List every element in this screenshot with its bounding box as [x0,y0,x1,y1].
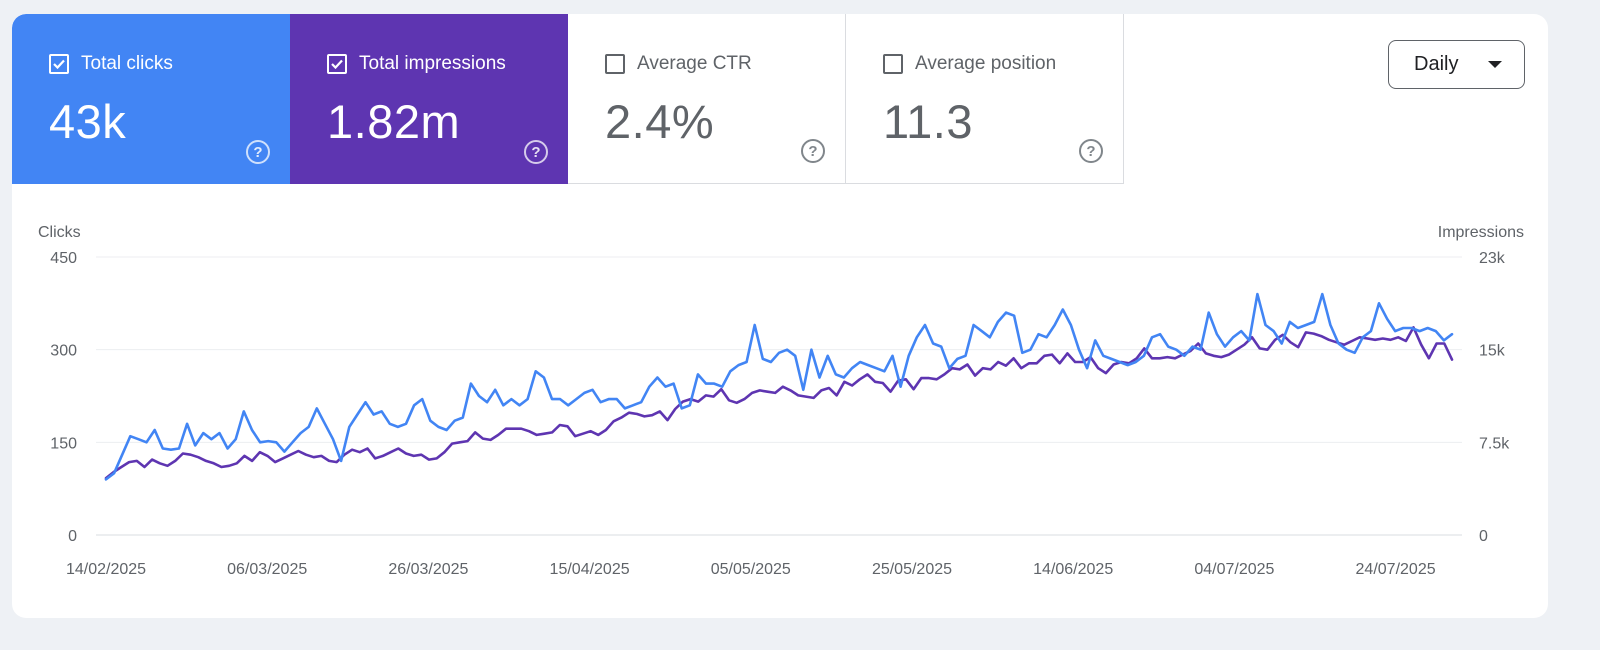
checkbox-checked-icon[interactable] [49,54,69,74]
metric-header: Total clicks [49,52,290,76]
x-tick-label: 14/02/2025 [66,561,146,578]
period-dropdown-value: Daily [1414,53,1459,75]
metric-value: 43k [49,95,127,148]
x-tick-label: 15/04/2025 [550,561,630,578]
help-icon[interactable]: ? [246,140,270,164]
help-icon[interactable]: ? [801,139,825,163]
left-tick-label: 450 [50,250,77,267]
x-tick-label: 24/07/2025 [1356,561,1436,578]
total-clicks-metric[interactable]: Total clicks 43k ? [12,14,290,184]
x-tick-label: 06/03/2025 [227,561,307,578]
metric-value: 1.82m [327,95,461,148]
x-tick-label: 05/05/2025 [711,561,791,578]
right-tick-label: 7.5k [1479,435,1510,452]
total-impressions-metric[interactable]: Total impressions 1.82m ? [290,14,568,184]
metric-label: Total clicks [81,53,173,74]
left-tick-label: 300 [50,343,77,360]
performance-chart: 0 150 300 450 0 7.5k 15k 23k Clicks Impressions 14… [38,224,1524,578]
x-tick-label: 14/06/2025 [1033,561,1113,578]
metric-value: 11.3 [883,95,973,148]
metric-label: Average CTR [637,53,752,74]
x-tick-label: 26/03/2025 [388,561,468,578]
period-dropdown[interactable]: Daily [1388,40,1525,89]
clicks-series-line [104,292,1454,481]
caret-down-icon [1488,61,1502,68]
checkbox-checked-icon[interactable] [327,54,347,74]
metric-label: Total impressions [359,53,506,74]
right-tick-label: 15k [1479,343,1506,360]
average-position-metric[interactable]: Average position 11.3 ? [846,14,1124,184]
right-axis-title: Impressions [1438,224,1524,241]
checkbox-unchecked-icon[interactable] [883,54,903,74]
right-tick-label: 0 [1479,528,1488,545]
checkbox-unchecked-icon[interactable] [605,54,625,74]
metric-header: Average CTR [605,52,845,76]
impressions-series-line [104,326,1454,480]
metric-header: Total impressions [327,52,568,76]
left-tick-label: 150 [50,435,77,452]
x-tick-label: 25/05/2025 [872,561,952,578]
average-ctr-metric[interactable]: Average CTR 2.4% ? [568,14,846,184]
help-icon[interactable]: ? [1079,139,1103,163]
metric-label: Average position [915,53,1057,74]
help-icon[interactable]: ? [524,140,548,164]
left-axis-title: Clicks [38,224,81,241]
performance-card: Total clicks 43k ? Total impressions 1.8… [12,14,1548,618]
right-tick-label: 23k [1479,250,1506,267]
left-tick-label: 0 [68,528,77,545]
metric-value: 2.4% [605,95,715,148]
metric-header: Average position [883,52,1123,76]
x-tick-label: 04/07/2025 [1194,561,1274,578]
